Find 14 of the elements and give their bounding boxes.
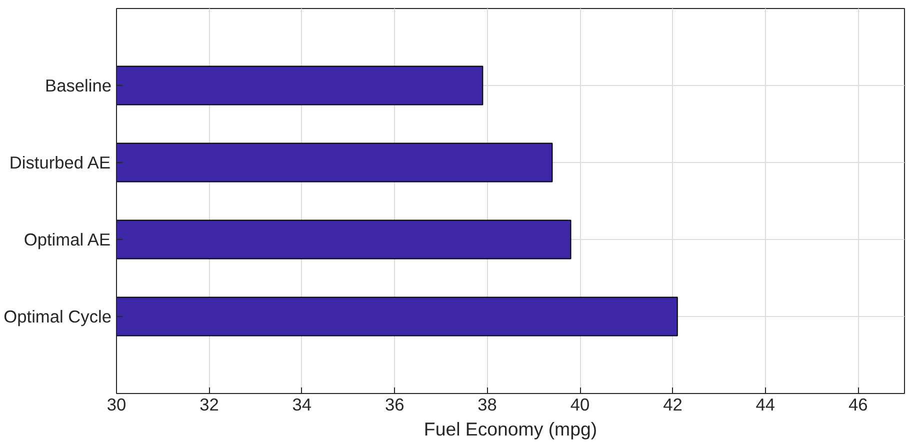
x-tick-label: 42: [663, 394, 682, 414]
y-tick-label: Baseline: [45, 76, 112, 96]
x-tick-label: 32: [200, 394, 219, 414]
x-tick-label: 30: [106, 394, 126, 414]
x-tick-label: 36: [384, 394, 404, 414]
y-tick-label: Disturbed AE: [9, 152, 111, 172]
x-tick-label: 44: [756, 394, 776, 414]
x-axis-title: Fuel Economy (mpg): [424, 418, 598, 440]
x-tick-label: 38: [478, 394, 497, 414]
x-tick-label: 34: [292, 394, 312, 414]
x-tick-label: 40: [570, 394, 590, 414]
y-tick-label: Optimal AE: [24, 230, 111, 250]
x-tick-label: 46: [848, 394, 868, 414]
y-tick-label: Optimal Cycle: [4, 306, 112, 326]
